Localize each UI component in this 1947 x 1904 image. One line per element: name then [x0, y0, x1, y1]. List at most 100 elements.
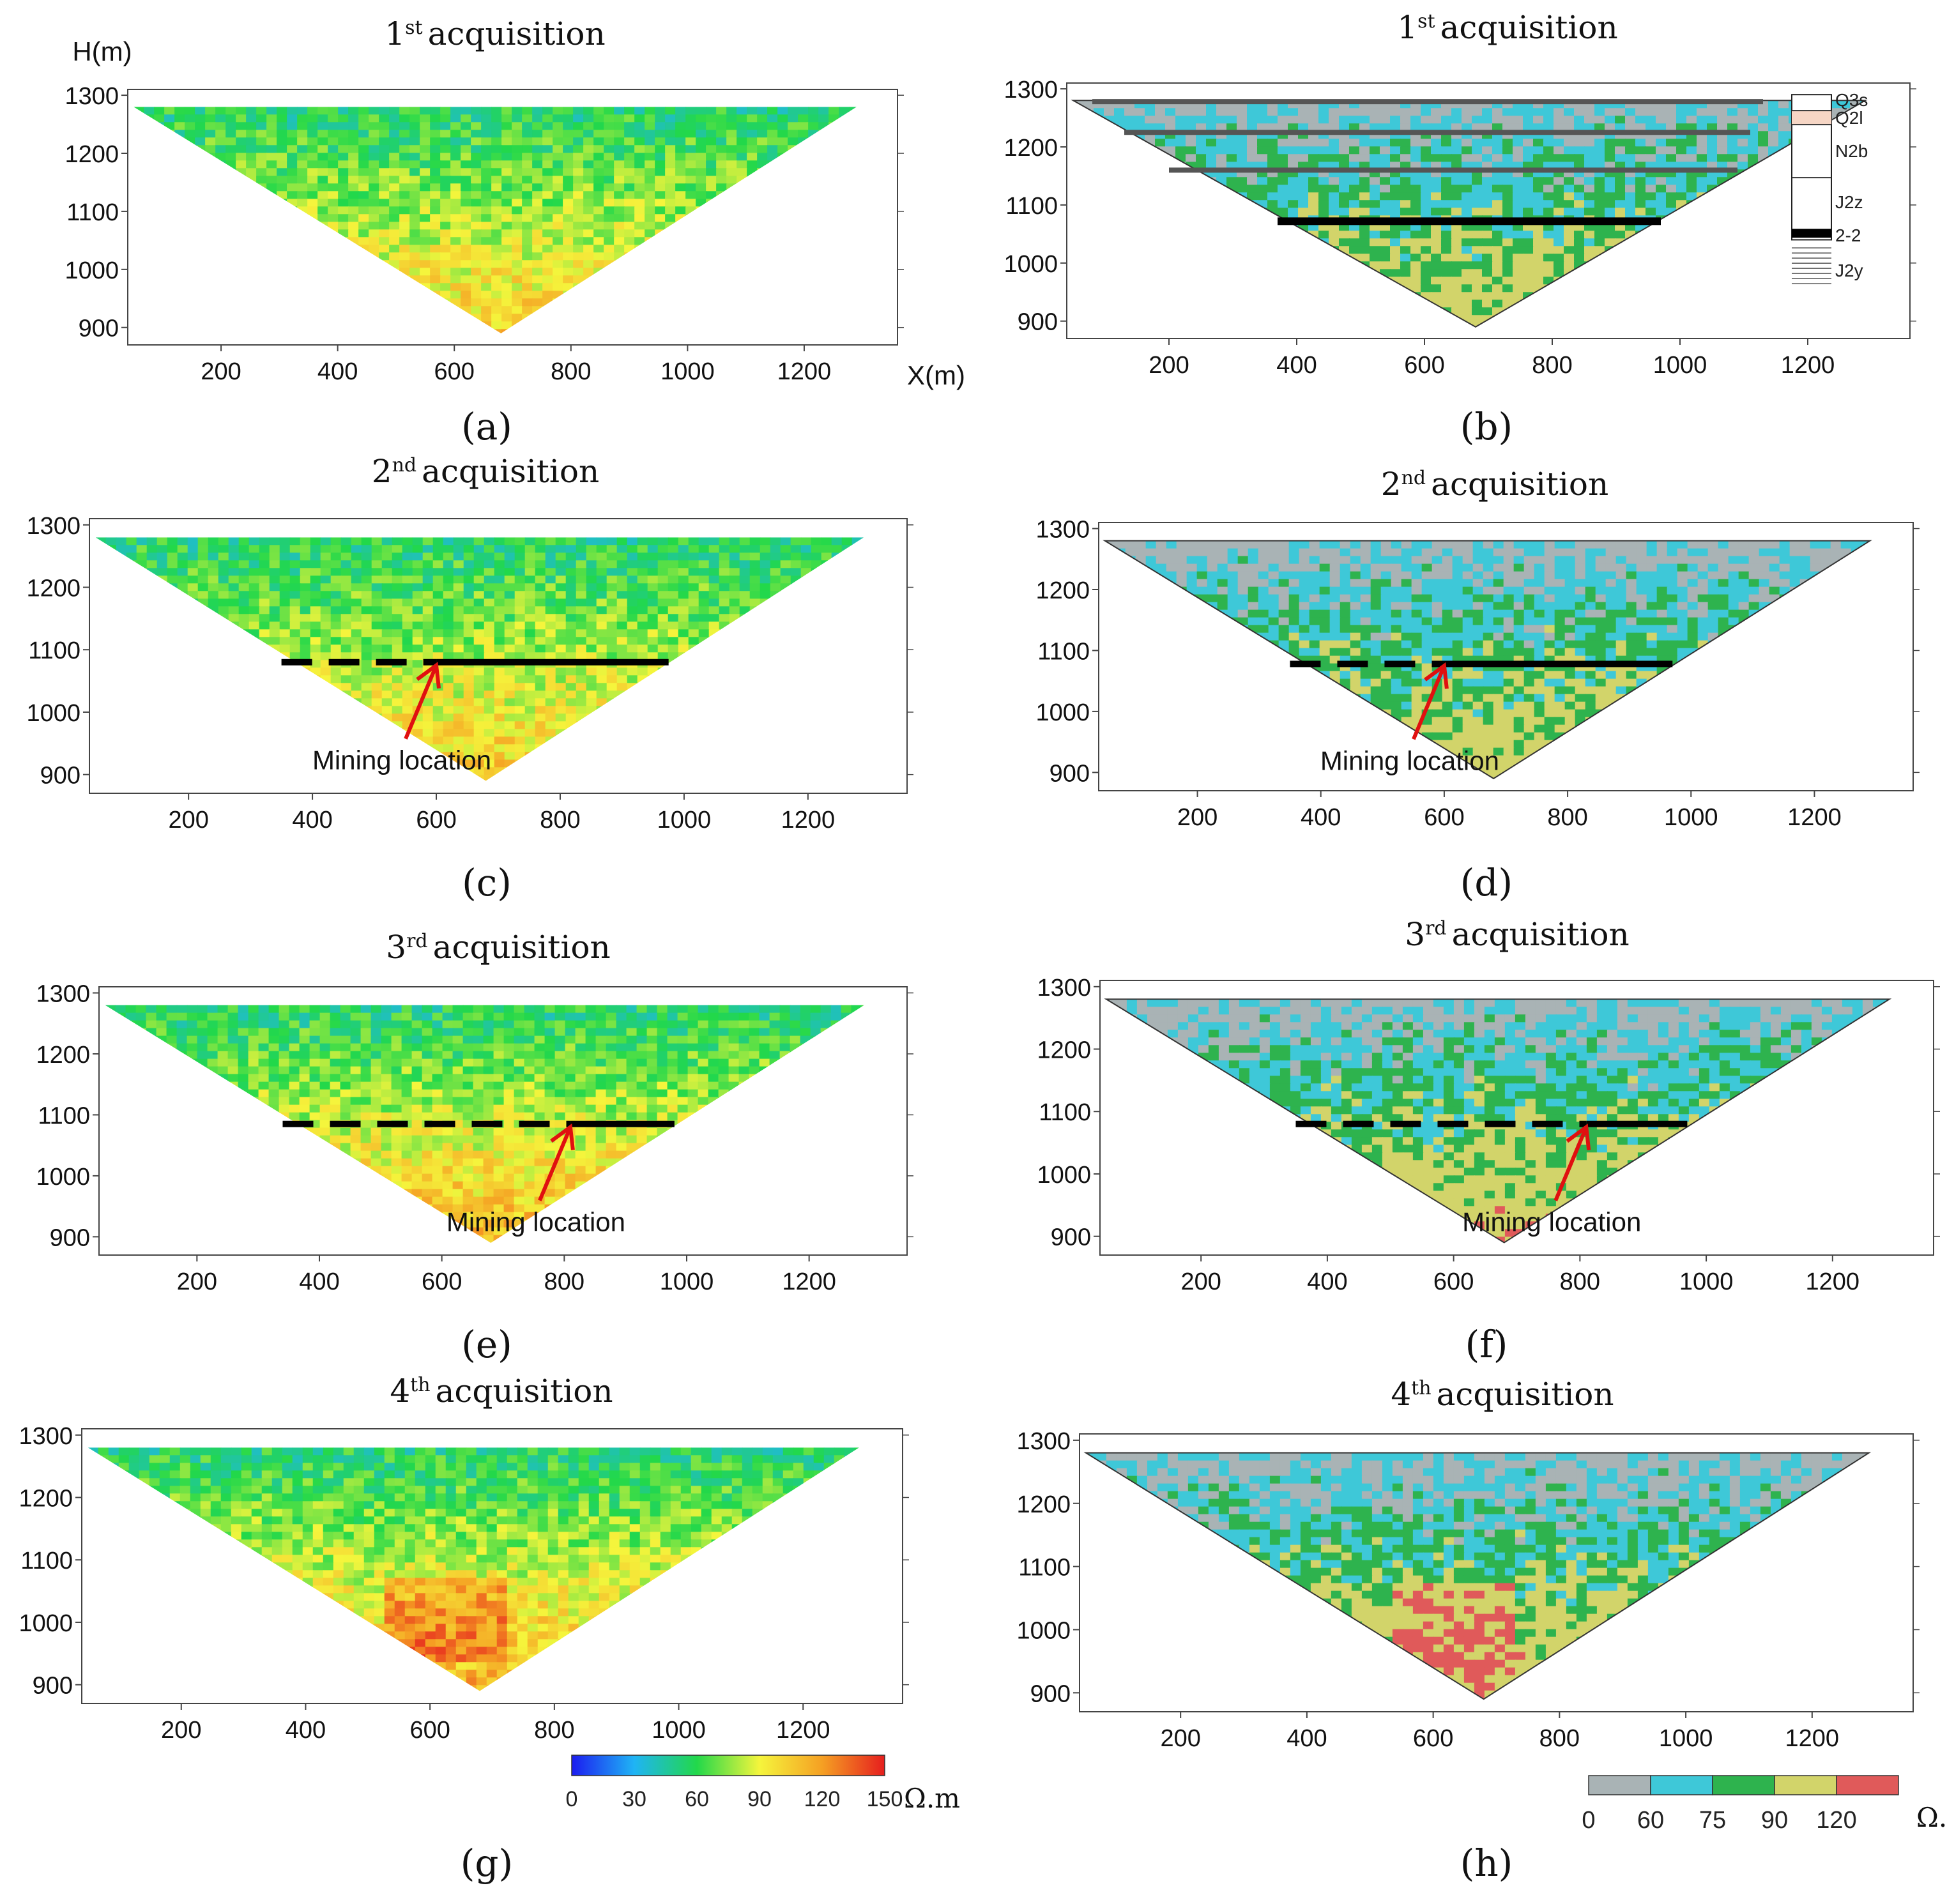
section-cell: [563, 275, 574, 284]
section-cell: [542, 283, 554, 292]
section-cell: [1349, 123, 1360, 132]
section-cell: [1513, 277, 1523, 286]
section-cell: [157, 545, 168, 554]
section-cell: [501, 260, 513, 269]
section-cell: [831, 537, 843, 546]
section-cell: [1697, 116, 1707, 125]
section-cell: [379, 252, 390, 261]
section-cell: [1339, 200, 1350, 209]
section-cell: [1206, 146, 1217, 155]
section-cell: [655, 153, 666, 162]
section-cell: [266, 145, 278, 154]
section-cell: [757, 114, 768, 123]
section-cell: [565, 552, 577, 561]
section-cell: [1666, 192, 1677, 201]
section-cell: [379, 122, 390, 131]
section-cell: [1543, 154, 1554, 163]
section-cell: [634, 176, 646, 185]
section-cell: [481, 237, 492, 246]
section-cell: [422, 552, 434, 561]
section-cell: [1421, 223, 1432, 232]
section-cell: [698, 560, 710, 569]
section-cell: [248, 568, 260, 577]
section-cell: [716, 107, 728, 116]
section-cell: [1451, 108, 1462, 117]
section-cell: [542, 206, 554, 215]
section-cell: [461, 122, 472, 131]
section-cell: [379, 199, 390, 208]
section-cell: [1615, 116, 1626, 125]
section-cell: [1155, 123, 1166, 132]
section-cell: [328, 183, 339, 192]
section-cell: [1370, 108, 1380, 117]
section-cell: [317, 176, 329, 185]
section-cell: [473, 537, 485, 546]
section-cell: [524, 568, 536, 577]
section-cell: [266, 160, 278, 169]
section-cell: [1431, 192, 1442, 201]
section-cell: [491, 176, 503, 185]
section-cell: [553, 252, 564, 261]
section-cell: [481, 222, 492, 231]
section-cell: [450, 160, 462, 169]
section-cell: [440, 229, 452, 238]
section-cell: [381, 537, 393, 546]
section-cell: [1288, 185, 1299, 194]
section-cell: [532, 291, 544, 300]
section-cell: [573, 268, 584, 277]
section-cell: [463, 552, 475, 561]
section-cell: [1226, 116, 1237, 125]
section-cell: [573, 260, 584, 269]
section-cell: [471, 222, 482, 231]
section-cell: [655, 206, 666, 215]
section-cell: [1737, 116, 1748, 125]
section-cell: [279, 537, 291, 546]
section-cell: [484, 575, 495, 584]
section-cell: [266, 176, 278, 185]
x-tick-label: 400: [317, 358, 358, 385]
section-cell: [1400, 192, 1411, 201]
section-cell: [369, 137, 380, 146]
section-cell: [1727, 154, 1738, 163]
section-cell: [358, 214, 370, 223]
section-cell: [522, 214, 533, 223]
section-cell: [1257, 146, 1268, 155]
section-cell: [461, 222, 472, 231]
section-cell: [655, 183, 666, 192]
section-cell: [583, 137, 595, 146]
section-cell: [563, 176, 574, 185]
section-cell: [706, 107, 717, 116]
section-cell: [1676, 123, 1687, 132]
section-cell: [266, 130, 278, 139]
section-cell: [1594, 238, 1605, 247]
section-cell: [1737, 123, 1748, 132]
section-cell: [266, 183, 278, 192]
section-cell: [307, 168, 319, 177]
section-cell: [1564, 185, 1575, 194]
section-cell: [1543, 185, 1554, 194]
section-cell: [504, 537, 515, 546]
x-tick-label: 1200: [1781, 352, 1835, 379]
section-cell: [287, 160, 298, 169]
section-cell: [450, 252, 462, 261]
section-cell: [1370, 231, 1380, 240]
section-cell: [749, 568, 761, 577]
section-cell: [1380, 139, 1391, 148]
section-cell: [665, 176, 676, 185]
section-cell: [269, 545, 280, 554]
section-cell: [256, 176, 268, 185]
section-cell: [409, 199, 421, 208]
section-cell: [1645, 123, 1656, 132]
section-cell: [634, 214, 646, 223]
section-cell: [573, 160, 584, 169]
section-cell: [491, 160, 503, 169]
section-cell: [604, 107, 615, 116]
section-cell: [624, 153, 636, 162]
section-cell: [696, 114, 707, 123]
x-tick-label: 800: [551, 358, 591, 385]
section-cell: [665, 107, 676, 116]
section-cell: [542, 199, 554, 208]
section-cell: [1451, 146, 1462, 155]
section-cell: [1329, 139, 1340, 148]
